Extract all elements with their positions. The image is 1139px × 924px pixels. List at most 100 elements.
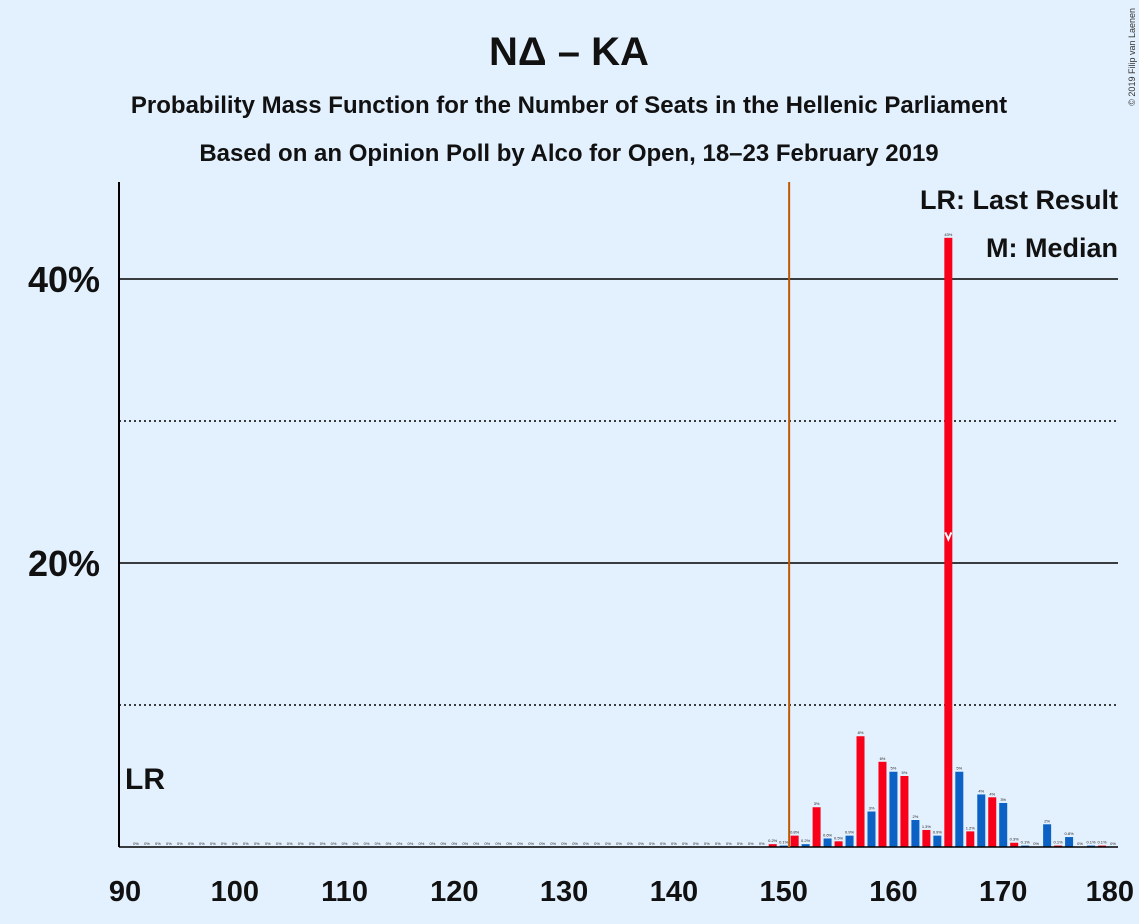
data-label-seat-161: 5% (902, 770, 908, 775)
bar-seat-167 (966, 831, 975, 847)
data-label-seat-170: 3% (1000, 797, 1006, 802)
data-label-seat-144: 0% (715, 841, 721, 846)
x-tick-label: 140 (650, 876, 698, 908)
data-label-seat-91: 0% (133, 841, 139, 846)
data-label-seat-130: 0% (561, 841, 567, 846)
data-label-seat-96: 0% (188, 841, 194, 846)
data-label-seat-143: 0% (704, 841, 710, 846)
bar-seat-162 (911, 820, 920, 847)
data-label-seat-154: 0.6% (823, 832, 833, 837)
data-label-seat-105: 0% (287, 841, 293, 846)
data-label-seat-164: 0.9% (933, 830, 943, 835)
data-label-seat-132: 0% (583, 841, 589, 846)
data-label-seat-158: 3% (869, 806, 875, 811)
y-tick-labels: 20% 40% (28, 259, 100, 584)
data-label-seat-112: 0% (364, 841, 370, 846)
data-label-seat-92: 0% (144, 841, 150, 846)
data-label-seat-120: 0% (451, 841, 457, 846)
bar-seat-176 (1065, 837, 1074, 847)
median-chevron (944, 532, 953, 542)
data-label-seat-152: 0.2% (801, 838, 811, 843)
data-label-seat-145: 0% (726, 841, 732, 846)
data-label-seat-153: 3% (814, 801, 820, 806)
data-label-seat-128: 0% (539, 841, 545, 846)
data-label-seat-150: 0.1% (779, 840, 789, 845)
bar-seat-166 (955, 771, 964, 847)
data-label-seat-97: 0% (199, 841, 205, 846)
data-label-seat-178: 0.1% (1086, 840, 1096, 845)
copyright-note: © 2019 Filip van Laenen (1127, 8, 1137, 106)
data-label-seat-159: 6% (880, 756, 886, 761)
median-marker (944, 532, 953, 542)
data-label-seat-102: 0% (254, 841, 260, 846)
data-label-seat-104: 0% (276, 841, 282, 846)
bar-seat-174 (1043, 824, 1052, 847)
data-label-seat-171: 0.3% (1010, 837, 1020, 842)
bar-seat-161 (900, 776, 909, 847)
data-label-seat-160: 5% (891, 766, 897, 771)
data-label-seat-129: 0% (550, 841, 556, 846)
data-label-seat-165: 43% (944, 232, 952, 237)
x-tick-label: 100 (211, 876, 259, 908)
data-label-seat-177: 0% (1077, 841, 1083, 846)
data-labels: 0% 0% 0% 0% 0% 0% 0% 0% 0% 0% 0% 0% 0% 0% 0% 0% 0% 0% 0% 0%… (133, 232, 1116, 846)
data-label-seat-142: 0% (693, 841, 699, 846)
bar-seat-158 (867, 811, 876, 847)
data-label-seat-174: 2% (1044, 818, 1050, 823)
bar-seat-152 (801, 844, 810, 847)
data-label-seat-122: 0% (473, 841, 479, 846)
data-label-seat-109: 0% (331, 841, 337, 846)
data-label-seat-136: 0% (627, 841, 633, 846)
data-label-seat-124: 0% (495, 841, 501, 846)
data-label-seat-155: 0.5% (834, 835, 844, 840)
data-label-seat-113: 0% (375, 841, 381, 846)
x-tick-label: 110 (321, 876, 368, 908)
data-label-seat-103: 0% (265, 841, 271, 846)
data-label-seat-169: 4% (989, 791, 995, 796)
bar-seat-156 (845, 835, 854, 847)
bar-seat-155 (834, 841, 843, 847)
data-label-seat-99: 0% (221, 841, 227, 846)
chart-title: ΝΔ – ΚΑ (489, 30, 649, 74)
x-tick-label: 170 (979, 876, 1027, 908)
data-label-seat-179: 0.1% (1097, 840, 1107, 845)
data-label-seat-93: 0% (155, 841, 161, 846)
data-label-seat-163: 1.3% (922, 824, 932, 829)
y-tick-label: 20% (28, 543, 100, 584)
data-label-seat-157: 8% (858, 730, 864, 735)
data-label-seat-139: 0% (660, 841, 666, 846)
data-label-seat-135: 0% (616, 841, 622, 846)
last-result-axis-label: LR (125, 763, 165, 796)
data-label-seat-141: 0% (682, 841, 688, 846)
data-label-seat-116: 0% (408, 841, 414, 846)
bars (768, 237, 1107, 847)
data-label-seat-149: 0.2% (768, 838, 778, 843)
gridlines (119, 278, 1118, 706)
data-label-seat-115: 0% (397, 841, 403, 846)
data-label-seat-173: 0% (1033, 841, 1039, 846)
bar-seat-168 (977, 794, 986, 847)
data-label-seat-133: 0% (594, 841, 600, 846)
x-tick-label: 130 (540, 876, 588, 908)
data-label-seat-166: 5% (956, 766, 962, 771)
data-label-seat-138: 0% (649, 841, 655, 846)
data-label-seat-151: 0.8% (790, 830, 800, 835)
x-tick-labels: 90 100 110 120 130 140 150 160 170 180 (109, 876, 1134, 908)
legend-median: M: Median (986, 233, 1118, 263)
data-label-seat-117: 0% (419, 841, 425, 846)
bar-seat-153 (812, 807, 821, 847)
data-label-seat-101: 0% (243, 841, 249, 846)
data-label-seat-156: 0.9% (845, 830, 855, 835)
data-label-seat-134: 0% (605, 841, 611, 846)
legend-last-result: LR: Last Result (920, 185, 1118, 215)
data-label-seat-121: 0% (462, 841, 468, 846)
bar-seat-164 (933, 835, 942, 847)
chart-subtitle-2: Based on an Opinion Poll by Alco for Ope… (199, 140, 938, 167)
data-label-seat-147: 0% (748, 841, 754, 846)
data-label-seat-126: 0% (517, 841, 523, 846)
data-label-seat-176: 0.8% (1065, 831, 1075, 836)
x-tick-label: 180 (1086, 876, 1134, 908)
data-label-seat-111: 0% (353, 841, 359, 846)
bar-seat-159 (878, 761, 887, 847)
bar-seat-154 (823, 838, 832, 847)
